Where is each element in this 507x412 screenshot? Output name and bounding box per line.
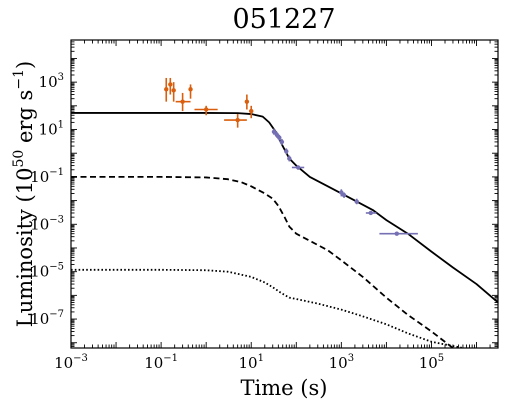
- model-curve-solid: [71, 112, 498, 304]
- data-point: [277, 134, 282, 141]
- data-point: [164, 77, 169, 102]
- y-tick-label: 10−7: [30, 309, 64, 328]
- data-point: [271, 128, 277, 135]
- y-tick-label: 10−1: [30, 167, 64, 186]
- data-point: [287, 155, 292, 162]
- y-axis-label: Luminosity (1050 erg s−1): [11, 61, 37, 327]
- data-point: [291, 165, 305, 170]
- x-tick-label: 105: [419, 353, 444, 372]
- data-point: [171, 82, 176, 102]
- errorbar-series-1: [164, 77, 254, 128]
- x-tick-label: 103: [329, 353, 354, 372]
- data-point: [279, 138, 285, 146]
- data-point: [194, 105, 218, 116]
- data-point: [224, 114, 247, 128]
- x-tick-label: 101: [238, 353, 263, 372]
- errorbar-series-2: [271, 128, 418, 236]
- data-point: [339, 189, 344, 197]
- data-point: [365, 210, 377, 216]
- y-axis: 10−7 10−5 10−3 10−1 101 103: [30, 39, 498, 349]
- data-point: [274, 131, 280, 138]
- data-point: [354, 198, 359, 205]
- data-point: [249, 105, 254, 119]
- y-tick-label: 101: [39, 120, 64, 139]
- data-point: [168, 77, 173, 95]
- chart-title: 051227: [232, 4, 335, 35]
- plot-frame: [70, 39, 499, 349]
- data-point: [341, 192, 347, 198]
- model-curves: [71, 112, 498, 348]
- data-point: [284, 148, 289, 155]
- x-axis-label: Time (s): [241, 376, 328, 400]
- data-point: [244, 94, 250, 110]
- x-tick-label: 10−3: [54, 353, 88, 372]
- model-curve-dashed: [71, 176, 454, 348]
- y-tick-label: 103: [39, 72, 64, 91]
- observations: [164, 77, 418, 236]
- x-axis: 10−3 10−1 101 103 105: [54, 40, 499, 372]
- data-point: [379, 231, 418, 236]
- model-curve-dotted: [71, 268, 464, 348]
- data-point: [175, 92, 191, 112]
- data-point: [188, 84, 193, 99]
- y-tick-label: 10−5: [30, 262, 64, 281]
- y-tick-label: 10−3: [30, 214, 64, 233]
- x-tick-label: 10−1: [144, 353, 178, 372]
